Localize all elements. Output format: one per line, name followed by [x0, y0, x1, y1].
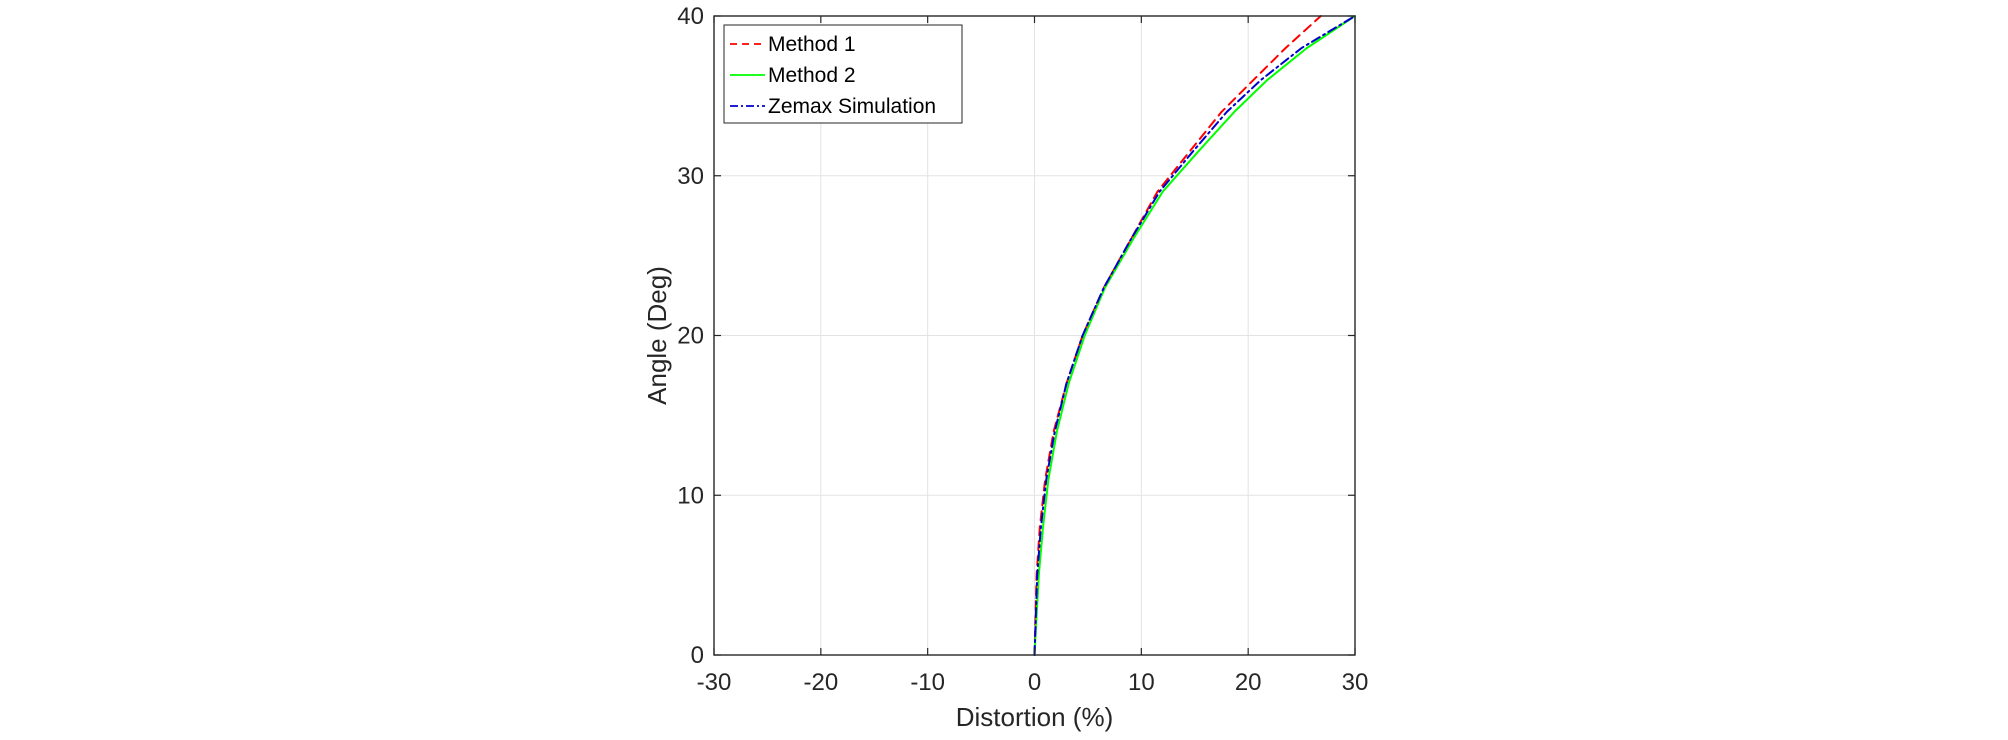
series-line-method-2: [1033, 15, 1356, 656]
x-tick-label: 10: [1128, 669, 1155, 696]
x-tick-label: 0: [1028, 669, 1041, 696]
y-tick-label: 30: [677, 163, 704, 190]
x-tick-labels: -30 -20 -10 0 10 20 30: [697, 669, 1369, 696]
x-tick-label: 30: [1342, 669, 1369, 696]
series-line-method-1: [1033, 15, 1322, 656]
legend-label-method-1: Method 1: [768, 33, 856, 56]
y-tick-label: 10: [677, 482, 704, 509]
series-line-zemax-simulation: [1033, 15, 1356, 656]
legend-label-zemax-simulation: Zemax Simulation: [768, 95, 936, 118]
legend-label-method-2: Method 2: [768, 64, 856, 87]
x-tick-label: -10: [910, 669, 945, 696]
x-tick-label: -30: [697, 669, 732, 696]
y-tick-label: 0: [691, 642, 704, 669]
x-tick-label: 20: [1235, 669, 1262, 696]
y-tick-label: 20: [677, 323, 704, 350]
y-tick-label: 40: [677, 3, 704, 30]
series-lines: [1033, 15, 1356, 656]
x-axis-title: Distortion (%): [956, 702, 1113, 732]
y-axis-title: Angle (Deg): [642, 266, 672, 405]
axis-ticks: [713, 15, 1356, 656]
y-tick-labels: 0 10 20 30 40: [677, 3, 704, 669]
x-tick-label: -20: [803, 669, 838, 696]
legend: Method 1 Method 2 Zemax Simulation: [723, 24, 963, 124]
